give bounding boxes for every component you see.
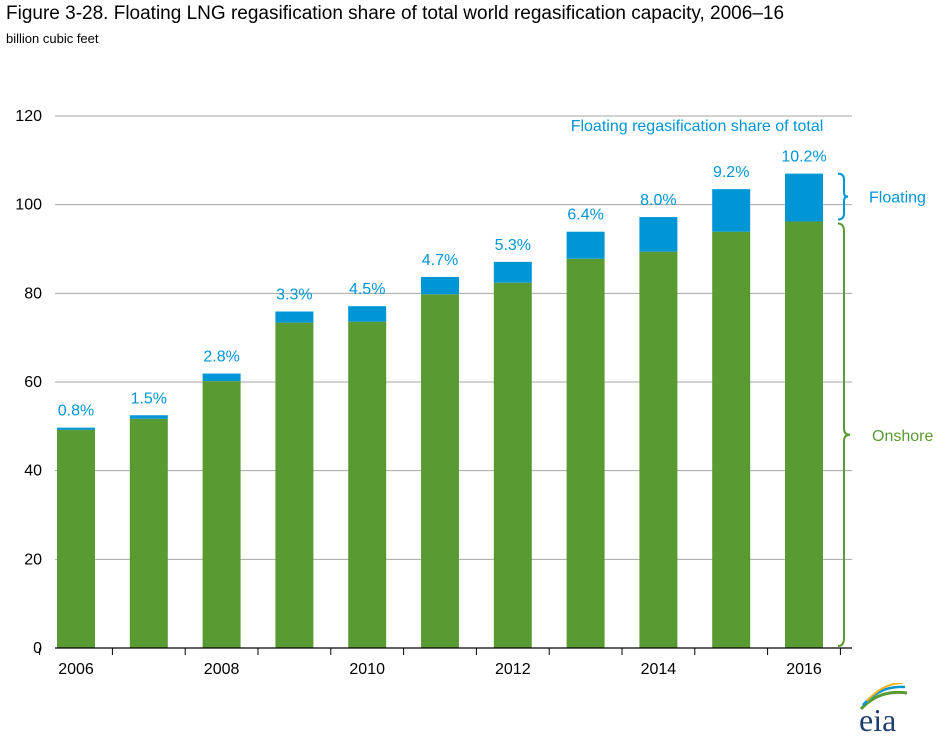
bar-floating xyxy=(566,231,605,259)
annotation-label: Floating regasification share of total xyxy=(571,118,824,135)
eia-logo: eia xyxy=(859,683,908,735)
y-tick-label: 60 xyxy=(24,374,42,391)
bar-floating xyxy=(57,427,95,430)
bar-onshore xyxy=(639,251,678,648)
y-tick-label: 0 xyxy=(33,640,42,657)
bar-onshore xyxy=(129,418,168,648)
data-label: 9.2% xyxy=(713,164,749,181)
bar-onshore xyxy=(348,321,387,648)
logo-arc-yellow xyxy=(866,683,904,702)
bar-floating xyxy=(493,261,532,283)
bar-floating xyxy=(348,306,387,322)
bar-floating xyxy=(712,189,751,232)
bar-floating xyxy=(639,217,678,252)
data-label: 3.3% xyxy=(276,287,312,304)
data-label: 0.8% xyxy=(58,403,94,420)
y-tick-label: 100 xyxy=(15,197,42,214)
x-tick-label: 2012 xyxy=(495,661,531,678)
y-tick-label: 40 xyxy=(24,463,42,480)
data-label: 1.5% xyxy=(131,390,167,407)
bar-onshore xyxy=(421,294,459,648)
legend-floating: Floating xyxy=(869,190,926,207)
logo-arc-green xyxy=(859,690,908,711)
onshore-bracket xyxy=(837,222,851,647)
data-label: 6.4% xyxy=(567,207,603,224)
bar-onshore xyxy=(202,381,241,648)
x-tick-label: 2016 xyxy=(786,661,822,678)
data-label: 5.3% xyxy=(495,237,531,254)
x-tick-label: 2006 xyxy=(58,661,94,678)
bar-floating xyxy=(202,373,241,382)
y-tick-label: 120 xyxy=(15,108,42,125)
bar-onshore xyxy=(785,221,823,648)
chart-subtitle: billion cubic feet xyxy=(6,31,99,46)
x-tick-label: 2014 xyxy=(641,661,677,678)
bar-floating xyxy=(275,311,314,323)
bar-floating xyxy=(421,276,459,295)
bar-onshore xyxy=(275,322,314,648)
data-label: 10.2% xyxy=(781,149,826,166)
floating-bracket xyxy=(837,172,849,221)
logo-text: eia xyxy=(859,702,896,735)
logo-arc-blue xyxy=(862,685,906,706)
bar-onshore xyxy=(493,282,532,648)
bar-onshore xyxy=(712,231,751,648)
x-tick-label: 2008 xyxy=(204,661,240,678)
data-label: 4.5% xyxy=(349,281,385,298)
data-label: 4.7% xyxy=(422,252,458,269)
legend-onshore: Onshore xyxy=(872,428,933,445)
data-label: 2.8% xyxy=(203,349,239,366)
bar-floating xyxy=(129,415,168,419)
x-tick-label: 2010 xyxy=(349,661,385,678)
chart-title: Figure 3-28. Floating LNG regasification… xyxy=(6,3,785,24)
y-tick-label: 20 xyxy=(24,551,42,568)
y-tick-label: 80 xyxy=(24,285,42,302)
bar-onshore xyxy=(57,429,95,648)
bar-onshore xyxy=(566,258,605,648)
bar-floating xyxy=(785,173,823,222)
data-label: 8.0% xyxy=(640,192,676,209)
